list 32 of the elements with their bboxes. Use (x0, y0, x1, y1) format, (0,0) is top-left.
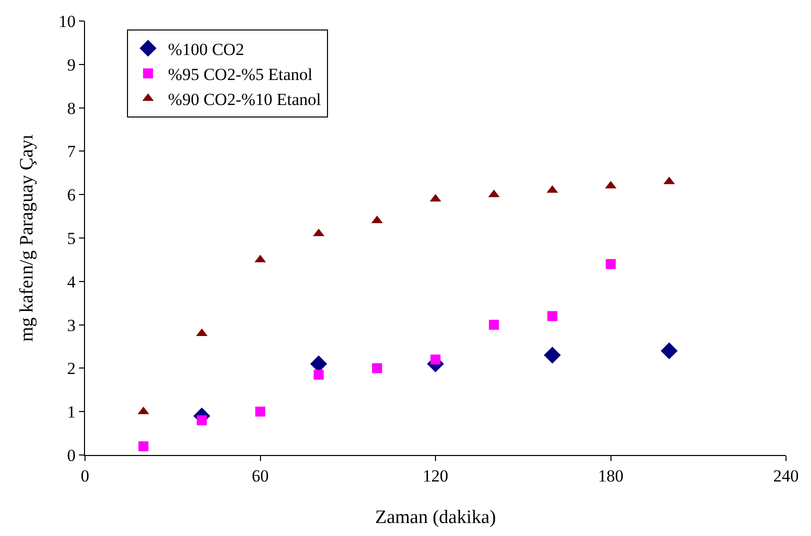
legend-label: %95 CO2-%5 Etanol (168, 64, 313, 84)
x-tick-label: 60 (252, 466, 269, 486)
y-tick-label: 9 (67, 55, 76, 74)
y-tick-label: 8 (67, 98, 76, 118)
y-axis-title: mg kafeın/g Paraguay Çayı (16, 134, 38, 342)
point (314, 370, 324, 380)
legend-label: %100 CO2 (168, 40, 244, 59)
x-tick-label: 120 (422, 466, 448, 486)
legend-label: %90 CO2-%10 Etanol (168, 90, 322, 110)
point (255, 406, 266, 417)
point (488, 320, 499, 330)
x-axis-title: Zaman (dakika) (375, 507, 496, 528)
x-tick-label: 240 (773, 466, 799, 486)
point (660, 342, 678, 360)
y-tick-label: 1 (67, 402, 76, 422)
y-tick-label: 6 (67, 186, 76, 205)
y-tick-label: 0 (67, 446, 76, 465)
point (544, 346, 561, 364)
point (138, 441, 148, 452)
y-tick-label: 5 (67, 228, 76, 248)
point (547, 311, 558, 322)
y-tick-label: 4 (67, 272, 76, 292)
x-tick-label: 180 (598, 466, 624, 486)
point (606, 259, 616, 270)
point (372, 363, 382, 374)
point (430, 354, 440, 365)
x-tick-label: 0 (80, 466, 90, 486)
y-tick-label: 3 (67, 316, 76, 335)
y-tick-label: 10 (58, 12, 76, 31)
y-tick-label: 2 (67, 359, 76, 378)
y-tick-label: 7 (67, 142, 76, 162)
point (196, 415, 207, 426)
